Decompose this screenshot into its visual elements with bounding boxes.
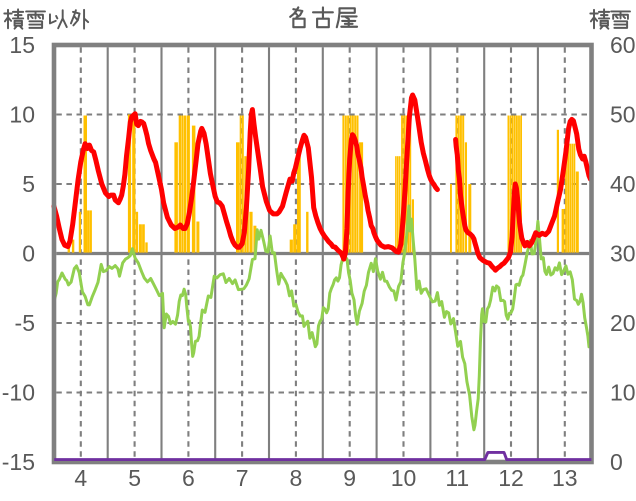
svg-text:10: 10: [9, 102, 35, 128]
svg-text:0: 0: [22, 241, 35, 267]
svg-text:4: 4: [74, 465, 87, 491]
svg-text:20: 20: [610, 310, 636, 336]
svg-text:10: 10: [610, 380, 636, 406]
svg-text:30: 30: [610, 241, 636, 267]
svg-text:5: 5: [22, 171, 35, 197]
svg-text:15: 15: [9, 32, 35, 58]
svg-text:50: 50: [610, 102, 636, 128]
svg-text:-10: -10: [2, 380, 35, 406]
svg-text:12: 12: [498, 465, 524, 491]
svg-text:-15: -15: [2, 449, 35, 475]
svg-text:11: 11: [445, 465, 469, 491]
svg-text:7: 7: [236, 465, 249, 491]
svg-text:-5: -5: [15, 310, 35, 336]
svg-text:40: 40: [610, 171, 636, 197]
svg-text:0: 0: [610, 449, 623, 475]
svg-text:5: 5: [128, 465, 141, 491]
svg-text:9: 9: [343, 465, 356, 491]
svg-text:6: 6: [182, 465, 195, 491]
svg-text:60: 60: [610, 32, 636, 58]
svg-text:8: 8: [290, 465, 303, 491]
svg-text:10: 10: [391, 465, 417, 491]
svg-text:13: 13: [552, 465, 578, 491]
